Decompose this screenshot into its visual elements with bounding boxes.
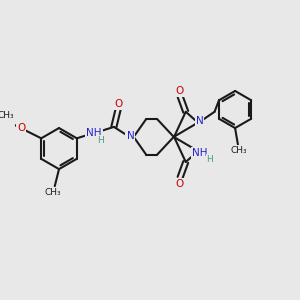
- Text: NH: NH: [86, 128, 102, 138]
- Text: CH₃: CH₃: [230, 146, 247, 155]
- Text: H: H: [207, 154, 213, 164]
- Text: N: N: [196, 116, 203, 126]
- Text: O: O: [115, 99, 123, 109]
- Text: NH: NH: [192, 148, 207, 158]
- Text: CH₃: CH₃: [44, 188, 61, 197]
- Text: H: H: [97, 136, 104, 145]
- Text: O: O: [17, 123, 26, 133]
- Text: N: N: [127, 131, 134, 141]
- Text: CH₃: CH₃: [0, 111, 14, 120]
- Text: O: O: [175, 179, 184, 189]
- Text: O: O: [175, 86, 184, 96]
